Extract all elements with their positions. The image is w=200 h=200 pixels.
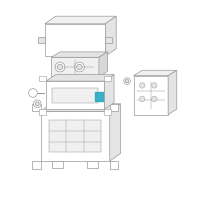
Bar <box>52 161 63 168</box>
Bar <box>32 161 41 169</box>
Circle shape <box>152 83 157 88</box>
Bar <box>46 81 104 109</box>
Bar <box>104 76 111 81</box>
Polygon shape <box>99 52 108 77</box>
Bar <box>52 88 98 103</box>
Circle shape <box>57 64 63 70</box>
Polygon shape <box>41 104 121 111</box>
Bar <box>110 104 118 111</box>
Circle shape <box>152 96 157 102</box>
Bar <box>104 109 111 115</box>
Circle shape <box>77 64 82 70</box>
Bar <box>39 76 46 81</box>
Polygon shape <box>110 104 121 161</box>
Polygon shape <box>168 70 177 115</box>
Circle shape <box>139 83 145 88</box>
Bar <box>51 57 99 77</box>
Bar <box>32 104 41 111</box>
Circle shape <box>34 100 41 108</box>
Bar <box>39 109 46 115</box>
Polygon shape <box>46 75 114 81</box>
Bar <box>80 56 89 61</box>
Polygon shape <box>134 70 177 76</box>
Bar <box>41 111 110 161</box>
Polygon shape <box>51 52 108 57</box>
Bar <box>95 92 103 101</box>
Circle shape <box>29 89 37 97</box>
Bar <box>134 76 168 115</box>
Circle shape <box>124 78 130 84</box>
Polygon shape <box>104 75 114 109</box>
Bar <box>87 161 98 168</box>
Polygon shape <box>45 16 116 24</box>
Circle shape <box>55 62 65 72</box>
Bar <box>45 24 105 56</box>
Bar <box>49 120 101 152</box>
Bar <box>110 161 118 169</box>
Bar <box>38 37 45 43</box>
Circle shape <box>125 79 129 83</box>
Circle shape <box>35 102 39 106</box>
Circle shape <box>139 96 145 102</box>
Polygon shape <box>105 16 116 56</box>
Circle shape <box>75 62 84 72</box>
Bar <box>62 56 70 61</box>
Bar <box>105 37 112 43</box>
